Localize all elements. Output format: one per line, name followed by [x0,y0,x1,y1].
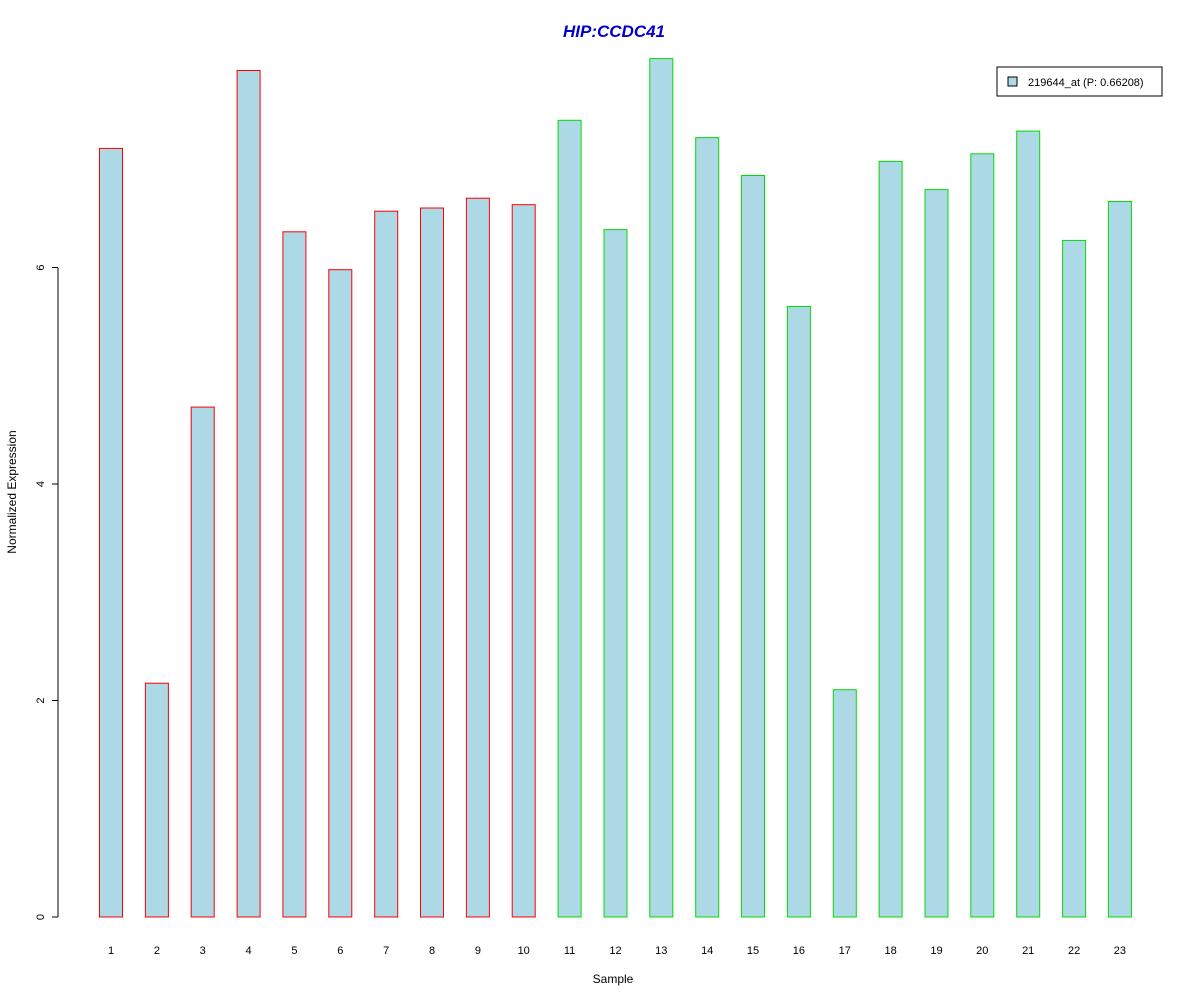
x-tick-label: 21 [1022,945,1034,957]
x-tick-label: 3 [200,945,206,957]
x-axis-label: Sample [593,972,634,986]
y-tick-label: 4 [35,481,47,487]
bar-sample-4 [236,70,261,918]
y-tick-label: 2 [35,697,47,703]
bar-sample-16 [786,306,811,918]
x-tick-label: 11 [564,945,575,957]
bar-sample-17 [832,689,857,918]
x-tick-labels: 1 2 3 4 5 6 7 8 9 10 11 12 13 14 15 16 17 18 19 20 21 22 23 [108,945,1126,957]
y-axis: 0 2 4 6 [35,264,59,920]
bar-sample-12 [603,229,628,918]
bar-sample-20 [970,153,995,918]
y-axis-label: Normalized Expression [5,430,19,553]
bar-sample-21 [1016,130,1041,918]
x-tick-label: 2 [154,945,160,957]
bar-sample-14 [695,137,720,918]
bar-sample-8 [420,207,444,918]
x-tick-label: 15 [747,945,759,957]
bar-sample-3 [190,406,215,918]
x-tick-label: 17 [839,945,851,957]
bar-sample-6 [328,269,353,918]
x-tick-label: 14 [701,945,713,957]
bar-sample-10 [511,204,536,918]
bar-sample-19 [924,189,949,918]
x-tick-label: 22 [1068,945,1080,957]
bar-sample-23 [1107,201,1132,918]
x-tick-label: 13 [655,945,667,957]
x-tick-label: 19 [930,945,942,957]
x-tick-label: 5 [291,945,297,957]
x-tick-label: 10 [518,945,530,957]
x-tick-label: 7 [383,945,389,957]
bar-sample-1 [99,147,123,918]
y-ticks: 0 2 4 6 [35,264,58,920]
x-tick-label: 6 [337,945,343,957]
bar-sample-13 [649,58,674,918]
bars [99,58,1132,918]
legend: 219644_at (P: 0.66208) [996,66,1163,97]
x-tick-label: 12 [609,945,621,957]
bar-sample-22 [1062,239,1087,918]
bar-sample-9 [465,197,490,918]
y-tick-label: 0 [35,914,47,920]
x-tick-label: 4 [246,945,252,957]
x-tick-label: 1 [108,945,114,957]
bar-sample-5 [282,231,307,918]
chart-title: HIP:CCDC41 [563,22,665,41]
x-tick-label: 9 [475,945,481,957]
legend-entry: 219644_at (P: 0.66208) [1028,77,1144,89]
bar-sample-2 [144,682,169,918]
bar-sample-15 [741,175,765,918]
x-tick-label: 16 [793,945,805,957]
y-tick-label: 6 [35,264,47,270]
bar-sample-18 [878,160,903,918]
bar-sample-7 [374,210,399,918]
x-tick-label: 23 [1114,945,1126,957]
x-tick-label: 8 [429,945,435,957]
legend-box [996,66,1163,97]
x-tick-label: 20 [976,945,988,957]
legend-swatch [1007,76,1018,87]
bar-sample-11 [557,119,582,918]
x-tick-label: 18 [884,945,896,957]
